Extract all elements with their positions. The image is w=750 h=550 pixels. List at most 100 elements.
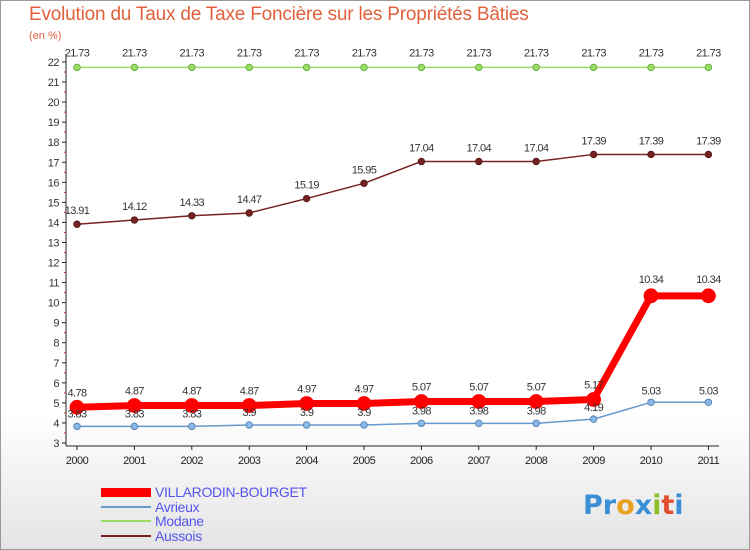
y-unit-label: (en %) xyxy=(29,30,62,42)
y-tick-label: 21 xyxy=(48,77,60,89)
data-label-aussois: 17.39 xyxy=(581,135,606,147)
data-label-villarodin-bourget: 5.07 xyxy=(469,381,488,393)
data-point-avrieux xyxy=(360,421,368,429)
data-label-modane: 21.73 xyxy=(65,47,90,59)
data-point-aussois xyxy=(647,150,655,159)
y-tick-label: 22 xyxy=(48,57,60,69)
y-tick-label: 13 xyxy=(48,237,60,249)
y-tick-label: 20 xyxy=(48,97,60,109)
data-point-aussois xyxy=(589,150,598,159)
data-point-avrieux xyxy=(704,398,713,406)
data-point-avrieux xyxy=(647,398,655,406)
data-label-aussois: 17.39 xyxy=(696,135,721,147)
data-label-avrieux: 5.03 xyxy=(641,385,660,397)
data-label-aussois: 17.04 xyxy=(409,142,434,154)
y-tick-label: 19 xyxy=(48,117,60,129)
legend-swatch-aussois xyxy=(101,534,151,537)
data-label-modane: 21.73 xyxy=(352,47,377,59)
data-label-aussois: 14.33 xyxy=(180,197,205,209)
legend-item-modane[interactable]: Modane xyxy=(101,514,307,529)
data-point-villarodin-bourget xyxy=(241,398,257,413)
legend-swatch-modane xyxy=(101,520,151,523)
x-tick-label: 2002 xyxy=(181,455,204,467)
x-tick-label: 2005 xyxy=(353,455,376,467)
data-label-aussois: 13.91 xyxy=(65,205,90,217)
y-tick-label: 18 xyxy=(48,137,60,149)
y-tick-label: 15 xyxy=(48,197,60,209)
data-point-villarodin-bourget xyxy=(643,288,659,304)
data-label-villarodin-bourget: 10.34 xyxy=(696,274,721,286)
data-point-modane xyxy=(417,63,426,72)
data-label-modane: 21.73 xyxy=(524,47,549,59)
data-point-modane xyxy=(130,63,139,72)
data-label-modane: 21.73 xyxy=(581,47,606,59)
data-point-avrieux xyxy=(532,419,540,428)
data-point-modane xyxy=(245,63,253,72)
y-tick-label: 10 xyxy=(48,298,60,310)
data-point-avrieux xyxy=(245,421,253,429)
data-label-modane: 21.73 xyxy=(696,47,721,59)
data-point-avrieux xyxy=(130,422,139,431)
data-point-modane xyxy=(704,63,713,72)
data-point-modane xyxy=(589,63,598,72)
data-point-aussois xyxy=(704,150,713,159)
data-point-villarodin-bourget xyxy=(126,398,142,413)
data-point-aussois xyxy=(188,212,196,220)
legend-label: VILLARODIN-BOURGET xyxy=(155,484,307,501)
data-point-avrieux xyxy=(417,419,426,428)
data-label-villarodin-bourget: 5.07 xyxy=(412,381,431,393)
data-label-aussois: 14.47 xyxy=(237,194,262,206)
legend-item-aussois[interactable]: Aussois xyxy=(101,529,307,544)
legend: VILLARODIN-BOURGET Avrieux Modane Aussoi… xyxy=(101,485,307,543)
data-point-aussois xyxy=(245,209,253,217)
series-line-aussois xyxy=(76,153,710,225)
data-point-aussois xyxy=(417,157,426,166)
logo-letter: P xyxy=(583,490,603,521)
data-point-avrieux xyxy=(302,421,311,429)
data-label-avrieux: 3.9 xyxy=(300,407,314,419)
data-label-villarodin-bourget: 5.07 xyxy=(527,381,546,393)
legend-swatch-villarodin-bourget xyxy=(101,487,151,497)
x-tick-label: 2000 xyxy=(66,455,89,467)
y-tick-label: 3 xyxy=(53,438,59,450)
data-label-avrieux: 3.83 xyxy=(125,408,144,420)
legend-item-villarodin-bourget[interactable]: VILLARODIN-BOURGET xyxy=(101,485,307,500)
data-label-modane: 21.73 xyxy=(237,47,262,59)
data-point-aussois xyxy=(73,220,81,228)
data-point-avrieux xyxy=(73,422,81,431)
y-tick-label: 17 xyxy=(48,157,60,169)
x-tick-label: 2010 xyxy=(640,455,663,467)
data-label-avrieux: 3.9 xyxy=(357,407,371,419)
data-point-modane xyxy=(532,63,540,72)
data-label-aussois: 17.39 xyxy=(639,135,664,147)
data-point-modane xyxy=(73,63,81,72)
data-label-avrieux: 3.9 xyxy=(242,407,256,419)
data-point-villarodin-bourget xyxy=(413,394,429,409)
y-tick-label: 6 xyxy=(53,378,59,390)
x-tick-label: 2006 xyxy=(410,455,433,467)
data-point-modane xyxy=(475,63,483,72)
data-point-modane xyxy=(302,63,311,72)
x-tick-label: 2003 xyxy=(238,455,261,467)
data-point-aussois xyxy=(302,194,311,203)
data-point-avrieux xyxy=(188,422,196,431)
data-label-aussois: 17.04 xyxy=(524,142,549,154)
legend-swatch-avrieux xyxy=(101,505,151,508)
data-label-avrieux: 3.83 xyxy=(182,408,201,420)
x-tick-label: 2011 xyxy=(698,455,720,467)
data-point-avrieux xyxy=(589,415,598,423)
data-point-villarodin-bourget xyxy=(701,288,716,304)
data-label-avrieux: 4.19 xyxy=(584,402,603,414)
data-label-avrieux: 3.98 xyxy=(469,405,488,417)
data-label-modane: 21.73 xyxy=(409,47,434,59)
legend-label: Aussois xyxy=(155,527,202,544)
data-label-avrieux: 3.98 xyxy=(527,405,546,417)
data-label-aussois: 15.19 xyxy=(294,180,319,192)
data-label-villarodin-bourget: 5.17 xyxy=(584,379,603,391)
x-tick-label: 2009 xyxy=(582,455,605,467)
data-label-avrieux: 5.03 xyxy=(699,385,718,397)
data-label-avrieux: 3.98 xyxy=(412,405,431,417)
legend-item-avrieux[interactable]: Avrieux xyxy=(101,500,307,515)
